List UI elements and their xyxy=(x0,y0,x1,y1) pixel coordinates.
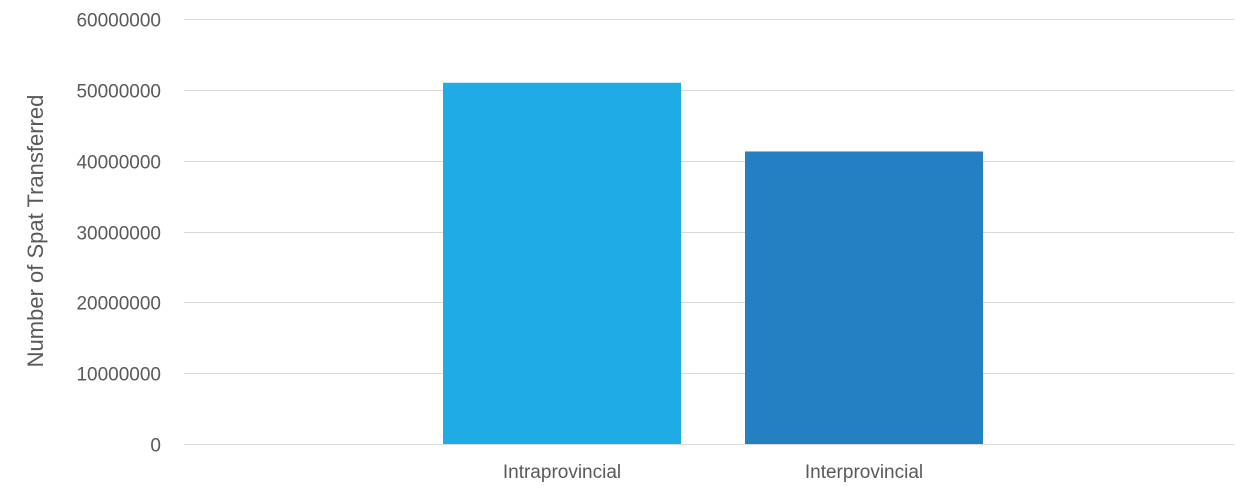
y-axis-tick-labels: 0 10000000 20000000 30000000 40000000 5000000… xyxy=(76,11,161,457)
y-axis-title: Number of Spat Transferred xyxy=(23,95,48,368)
y-tick-label: 30000000 xyxy=(76,224,161,245)
x-tick-label: Intraprovincial xyxy=(503,462,621,483)
bar-intraprovincial xyxy=(443,82,681,444)
y-tick-label: 20000000 xyxy=(76,294,161,315)
y-tick-label: 10000000 xyxy=(76,365,161,386)
bar-interprovincial xyxy=(745,151,983,445)
y-tick-label: 50000000 xyxy=(76,82,161,103)
bars xyxy=(443,82,983,445)
gridlines xyxy=(184,19,1234,445)
y-tick-label: 40000000 xyxy=(76,153,161,174)
y-tick-label: 0 xyxy=(150,436,161,457)
y-tick-label: 60000000 xyxy=(76,11,161,32)
x-axis-tick-labels: Intraprovincial Interprovincial xyxy=(503,462,923,483)
x-tick-label: Interprovincial xyxy=(805,462,923,483)
